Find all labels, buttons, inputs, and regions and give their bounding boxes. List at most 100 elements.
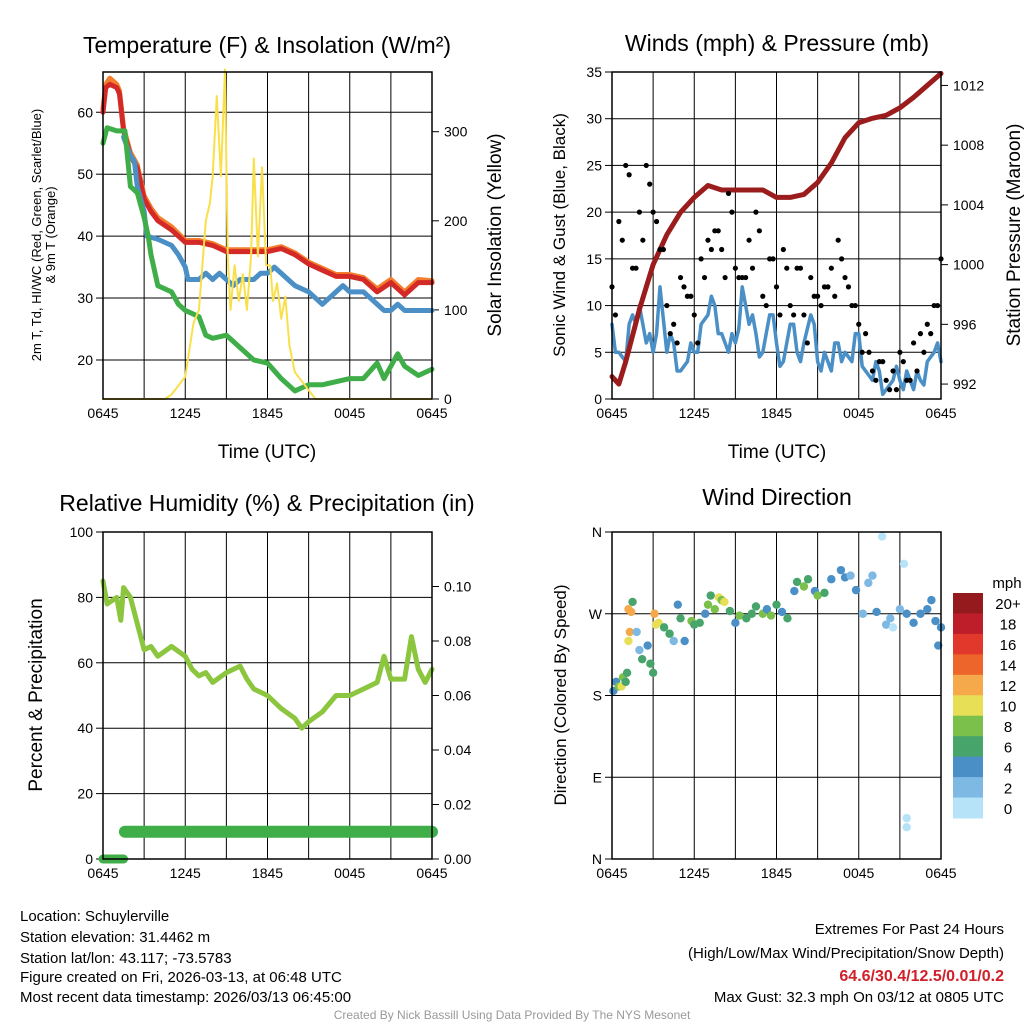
gust-point (890, 368, 896, 374)
y-tick-label: W (589, 606, 603, 622)
legend-swatch (953, 797, 983, 819)
gust-point (691, 312, 697, 318)
wind-direction-point (927, 595, 936, 605)
gust-point (910, 340, 917, 346)
y-tick-label: 30 (586, 111, 602, 127)
gust-point (784, 265, 790, 271)
x-tick-label: 0645 (87, 405, 118, 421)
wind-ylabel: Sonic Wind & Gust (Blue, Black) (550, 113, 569, 357)
y2-tick-label: 100 (444, 302, 468, 318)
rh-ylabel: Percent & Precipitation (26, 598, 47, 791)
wind-direction-point (902, 813, 911, 823)
wind-direction-point (777, 607, 787, 617)
winddir-ylabel: Direction (Colored By Speed) (551, 584, 570, 805)
wind-direction-point (858, 609, 868, 618)
wind-direction-point (902, 609, 911, 618)
y-tick-label: 40 (77, 228, 93, 244)
wind-direction-point (680, 636, 689, 646)
wind-direction-point (669, 636, 678, 646)
credit-line: Created By Nick Bassill Using Data Provi… (334, 1008, 691, 1022)
legend-title: mph (992, 575, 1021, 592)
plot-border (102, 531, 433, 860)
gust-point (743, 274, 749, 281)
y2-tick-label: 200 (444, 213, 468, 229)
gust-point (842, 274, 848, 281)
y2-tick-label: 1012 (953, 77, 984, 93)
gust-point (791, 312, 797, 318)
legend-label: 8 (1004, 719, 1012, 736)
wind-direction-point (902, 823, 911, 832)
extremes-values: 64.6/30.4/12.5/0.01/0.2 (839, 968, 1004, 985)
y-tick-label: 10 (586, 298, 602, 314)
gust-point (643, 162, 649, 169)
y2-tick-label: 0.10 (444, 579, 471, 595)
x-tick-label: 0645 (596, 865, 627, 881)
solar-insolation-line (102, 68, 433, 400)
gust-point (619, 237, 625, 243)
wind-direction-point (827, 575, 836, 584)
gust-point (856, 321, 862, 327)
legend-label: 2 (1004, 780, 1012, 797)
wind-direction-point (923, 605, 932, 614)
y2-tick-label: 1000 (953, 257, 984, 273)
wind-direction-point (648, 668, 658, 677)
gust-point (825, 284, 831, 290)
pressure-ylabel: Station Pressure (Maroon) (1004, 124, 1024, 347)
gust-point (640, 237, 646, 243)
rh-panel-title: Relative Humidity (%) & Precipitation (i… (59, 490, 474, 516)
legend-swatch (953, 654, 983, 676)
y-tick-label: 100 (70, 524, 94, 540)
legend-label: 0 (1004, 801, 1012, 818)
solar-ylabel: Solar Insolation (Yellow) (485, 133, 506, 336)
legend-label: 18 (1000, 617, 1017, 634)
wind-direction-point (762, 605, 772, 614)
wind-direction-point (820, 588, 829, 598)
speed-legend: 20+ 18 16 14 12 10 8 6 4 2 0 (953, 593, 1021, 819)
y-tick-label: 0 (594, 391, 602, 407)
x-tick-label: 0645 (596, 405, 627, 421)
winddir-panel-title: Wind Direction (702, 484, 852, 510)
gust-point (815, 293, 821, 299)
footer-recent: Most recent data timestamp: 2026/03/13 0… (20, 989, 351, 1006)
gust-point (719, 246, 725, 253)
gust-point (633, 265, 639, 271)
y2-tick-label: 0.00 (444, 851, 471, 867)
plot-border (611, 531, 942, 860)
y-tick-label: 30 (77, 290, 93, 306)
y-tick-label: 50 (77, 166, 93, 182)
x-tick-label: 1245 (170, 865, 201, 881)
wind-direction-point (626, 607, 636, 617)
wind-direction-point (792, 577, 802, 587)
gust-point (671, 321, 677, 327)
wind-direction-point (720, 597, 729, 607)
gust-point (883, 377, 889, 383)
temp-ylabel-line1: 2m T, Td, HI/WC (Red, Green, Scarlet/Blu… (29, 109, 44, 361)
gust-point (660, 246, 667, 253)
x-tick-label: 1245 (170, 405, 201, 421)
wind-direction-point (643, 641, 652, 650)
y-tick-label: N (592, 851, 602, 867)
x-tick-label: 0045 (843, 865, 874, 881)
wind-direction-point (676, 614, 685, 623)
gust-point (928, 331, 934, 337)
gust-point (934, 302, 941, 309)
gust-point (647, 181, 653, 187)
wind-direction-point (673, 600, 682, 609)
x-tick-label: 1845 (252, 405, 283, 421)
gust-point (698, 256, 704, 262)
wind-direction-point (895, 605, 905, 614)
x-tick-label: 0045 (334, 865, 365, 881)
gust-point (907, 377, 913, 383)
wind-direction-point (790, 586, 799, 596)
gust-point (845, 284, 852, 290)
gust-point (653, 218, 660, 225)
gust-point (732, 265, 738, 271)
y-tick-label: 60 (77, 655, 93, 671)
footer-elevation: Station elevation: 31.4462 m (20, 929, 210, 946)
x-tick-label: 1845 (761, 405, 792, 421)
x-tick-label: 1845 (252, 865, 283, 881)
gust-point (832, 293, 838, 299)
x-tick-label: 0045 (843, 405, 874, 421)
legend-swatch (953, 613, 983, 635)
